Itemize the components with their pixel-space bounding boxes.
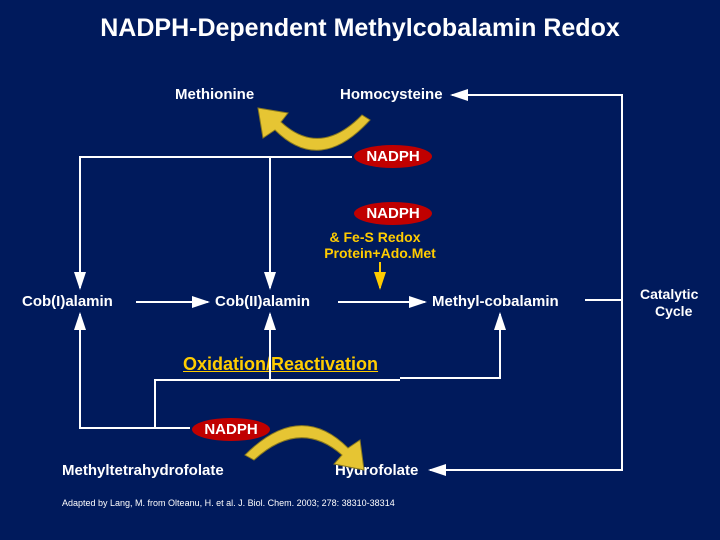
methylthf-label: Methyltetrahydrofolate [62,462,224,479]
methylcob-label: Methyl-cobalamin [432,293,559,310]
slide-title: NADPH-Dependent Methylcobalamin Redox [0,0,720,51]
nadph-badge-1: NADPH [354,145,432,168]
citation-text: Adapted by Lang, M. from Olteanu, H. et … [62,498,395,508]
oxidation-label: Oxidation/Reactivation [183,354,378,375]
catalytic-label-1: Catalytic [640,286,698,302]
fes-label-1: & Fe-S Redox [300,229,450,245]
nadph-badge-3: NADPH [192,418,270,441]
cob2-label: Cob(II)alamin [215,293,310,310]
catalytic-label-2: Cycle [655,303,692,319]
methionine-label: Methionine [175,86,254,103]
homocysteine-label: Homocysteine [340,86,443,103]
cob1-label: Cob(I)alamin [22,293,113,310]
hydrofolate-label: Hydrofolate [335,462,418,479]
nadph-badge-2: NADPH [354,202,432,225]
fes-label-2: Protein+Ado.Met [300,245,460,261]
diagram-arrows [0,0,720,540]
